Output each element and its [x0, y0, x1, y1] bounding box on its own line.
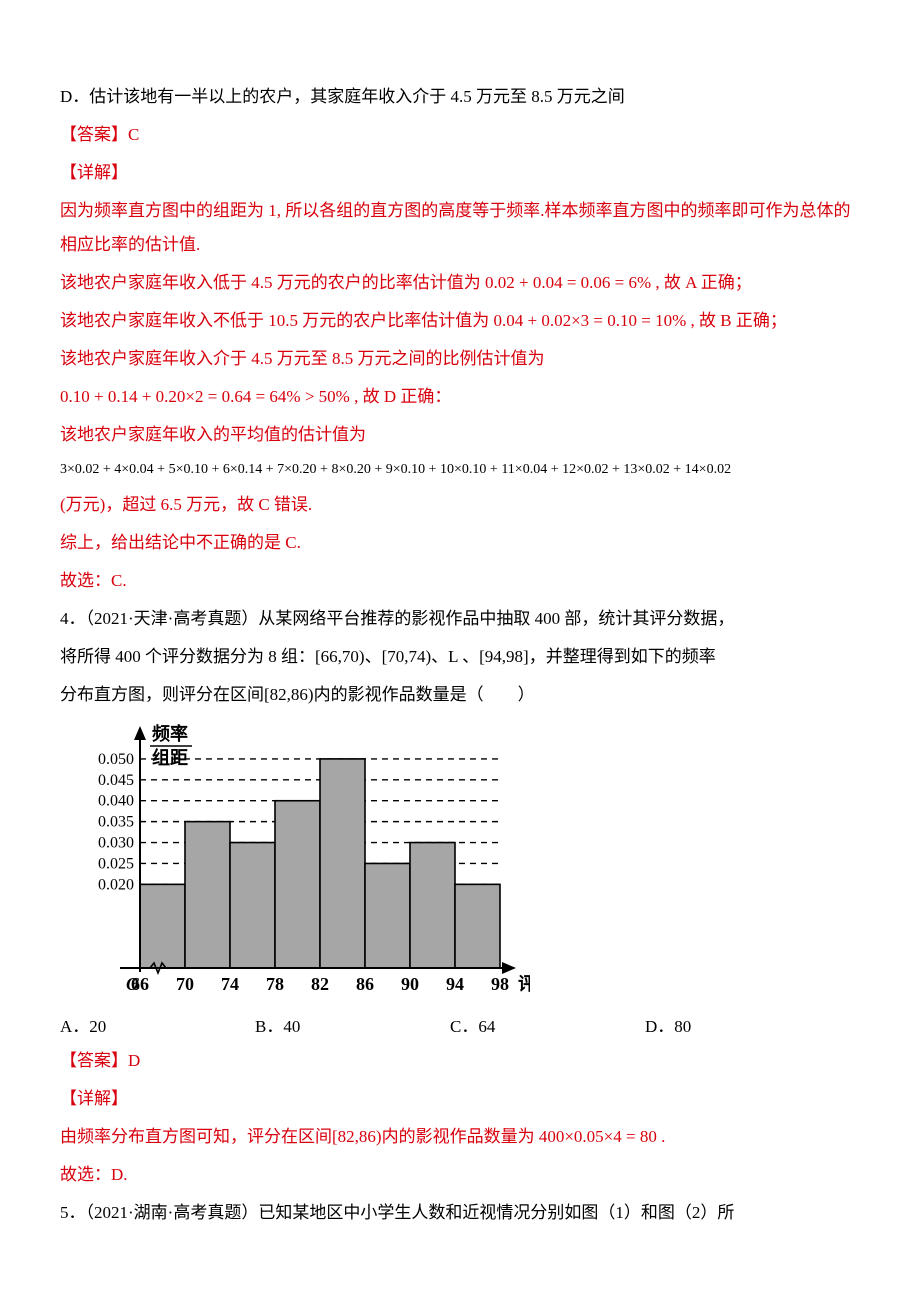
svg-text:90: 90	[401, 974, 419, 994]
detail-3-label: 【详解】	[60, 156, 860, 190]
explain-3-p6: 该地农户家庭年收入的平均值的估计值为	[60, 418, 860, 452]
explain-4-p1: 由频率分布直方图可知，评分在区间[82,86)内的影视作品数量为 400×0.0…	[60, 1120, 860, 1154]
detail-4-label: 【详解】	[60, 1082, 860, 1116]
question-5-line1: 5．（2021·湖南·高考真题）已知某地区中小学生人数和近视情况分别如图（1）和…	[60, 1196, 860, 1230]
svg-text:0.025: 0.025	[98, 855, 134, 872]
question-4-line2: 将所得 400 个评分数据分为 8 组：[66,70)、[70,74)、L 、[…	[60, 640, 860, 674]
histogram-svg: 0.0200.0250.0300.0350.0400.0450.05066707…	[60, 718, 530, 1008]
option-d-text: D．估计该地有一半以上的农户，其家庭年收入介于 4.5 万元至 8.5 万元之间	[60, 80, 860, 114]
svg-text:组距: 组距	[152, 747, 188, 768]
explain-3-p3: 该地农户家庭年收入不低于 10.5 万元的农户比率估计值为 0.04 + 0.0…	[60, 304, 860, 338]
histogram-figure: 0.0200.0250.0300.0350.0400.0450.05066707…	[60, 718, 860, 1008]
explain-3-p1: 因为频率直方图中的组距为 1, 所以各组的直方图的高度等于频率.样本频率直方图中…	[60, 194, 860, 262]
svg-text:O: O	[126, 974, 139, 994]
explain-3-p7: 3×0.02 + 4×0.04 + 5×0.10 + 6×0.14 + 7×0.…	[60, 456, 860, 484]
svg-text:0.040: 0.040	[98, 793, 134, 810]
answer-3-label: 【答案】C	[60, 118, 860, 152]
choice-d: D．80	[645, 1010, 840, 1044]
svg-text:0.030: 0.030	[98, 835, 134, 852]
svg-text:74: 74	[221, 974, 239, 994]
explain-3-p2: 该地农户家庭年收入低于 4.5 万元的农户的比率估计值为 0.02 + 0.04…	[60, 266, 860, 300]
question-4-choices: A．20 B．40 C．64 D．80	[60, 1010, 840, 1044]
question-4-line3: 分布直方图，则评分在区间[82,86)内的影视作品数量是（ ）	[60, 678, 860, 712]
explain-3-p10: 故选：C.	[60, 564, 860, 598]
svg-text:频率: 频率	[152, 723, 188, 744]
svg-text:0.050: 0.050	[98, 751, 134, 768]
choice-c: C．64	[450, 1010, 645, 1044]
explain-3-p5: 0.10 + 0.14 + 0.20×2 = 0.64 = 64% > 50% …	[60, 380, 860, 414]
svg-text:70: 70	[176, 974, 194, 994]
svg-text:86: 86	[356, 974, 374, 994]
svg-text:0.020: 0.020	[98, 876, 134, 893]
svg-text:82: 82	[311, 974, 329, 994]
svg-text:78: 78	[266, 974, 284, 994]
choice-a: A．20	[60, 1010, 255, 1044]
svg-text:98: 98	[491, 974, 509, 994]
explain-4-p2: 故选：D.	[60, 1158, 860, 1192]
svg-text:0.035: 0.035	[98, 814, 134, 831]
choice-b: B．40	[255, 1010, 450, 1044]
explain-3-p4: 该地农户家庭年收入介于 4.5 万元至 8.5 万元之间的比例估计值为	[60, 342, 860, 376]
explain-3-p8: (万元)，超过 6.5 万元，故 C 错误.	[60, 488, 860, 522]
answer-4-label: 【答案】D	[60, 1044, 860, 1078]
svg-text:评分: 评分	[518, 974, 530, 994]
svg-text:94: 94	[446, 974, 464, 994]
question-4-line1: 4．（2021·天津·高考真题）从某网络平台推荐的影视作品中抽取 400 部，统…	[60, 602, 860, 636]
svg-text:0.045: 0.045	[98, 772, 134, 789]
explain-3-p9: 综上，给出结论中不正确的是 C.	[60, 526, 860, 560]
